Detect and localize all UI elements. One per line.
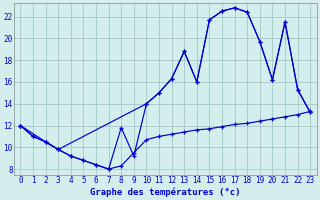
X-axis label: Graphe des températures (°c): Graphe des températures (°c) bbox=[90, 187, 241, 197]
